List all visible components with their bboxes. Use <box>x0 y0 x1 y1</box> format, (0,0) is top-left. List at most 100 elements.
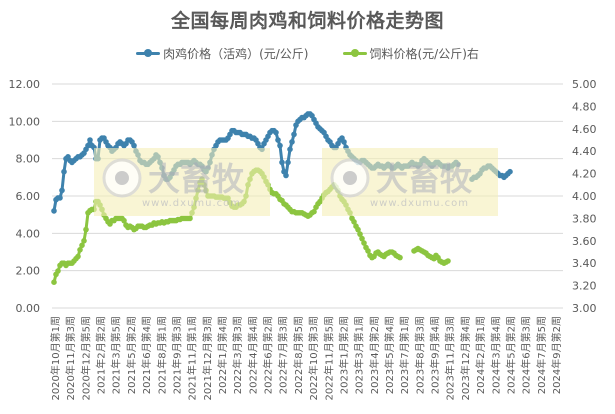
x-axis-tick: 2021年9月第3周 <box>171 316 184 394</box>
data-point[interactable] <box>131 142 137 149</box>
x-axis-tick: 2020年10月第1周 <box>49 316 62 401</box>
x-axis-tick: 2023年8月第3周 <box>413 316 426 394</box>
data-point[interactable] <box>341 139 347 145</box>
data-point[interactable] <box>85 142 91 149</box>
x-axis-tick: 2023年4月第2周 <box>368 316 381 394</box>
y-axis-right-tick: 3.20 <box>572 280 597 293</box>
x-axis-tick: 2023年1月第2周 <box>338 316 351 394</box>
chart-legend: 肉鸡价格（活鸡）(元/公斤) 饲料价格(元/公斤)右 <box>0 45 615 62</box>
x-axis-tick: 2021年2月第2周 <box>95 316 108 394</box>
data-point[interactable] <box>57 195 63 201</box>
y-axis-right-tick: 4.80 <box>572 100 597 113</box>
x-axis-tick: 2022年1月第4周 <box>216 316 229 394</box>
y-axis-right-tick: 4.60 <box>572 123 597 136</box>
data-point[interactable] <box>83 226 89 233</box>
x-axis-tick: 2022年8月第5周 <box>292 316 305 394</box>
watermark-url: www.dxumu.com <box>370 198 469 209</box>
x-axis-tick: 2024年5月第2周 <box>505 316 518 394</box>
x-axis-tick: 2021年3月第5周 <box>110 316 123 394</box>
data-point[interactable] <box>87 137 93 143</box>
data-point[interactable] <box>279 159 285 166</box>
data-point[interactable] <box>351 219 357 225</box>
data-point[interactable] <box>187 215 193 222</box>
legend-line-marker-icon <box>136 49 161 57</box>
y-axis-right-tick: 3.80 <box>572 212 597 225</box>
legend-label: 肉鸡价格（活鸡）(元/公斤) <box>163 47 309 61</box>
watermark-brand: 大畜牧 <box>376 160 473 198</box>
watermark-url: www.dxumu.com <box>142 198 241 209</box>
y-axis-left-tick: 2.00 <box>16 265 41 278</box>
x-axis-tick: 2023年3月第1周 <box>353 316 366 394</box>
data-point[interactable] <box>273 129 279 136</box>
data-point[interactable] <box>397 254 403 261</box>
x-axis-tick: 2022年11月第5周 <box>322 316 335 401</box>
x-axis-tick: 2022年10月第3周 <box>307 316 320 401</box>
x-axis-tick: 2021年5月第2周 <box>125 316 138 394</box>
x-axis-tick: 2021年8月第1周 <box>155 316 168 394</box>
data-point[interactable] <box>61 168 67 175</box>
data-point[interactable] <box>55 268 61 274</box>
data-point[interactable] <box>75 253 81 260</box>
data-point[interactable] <box>291 131 297 138</box>
y-axis-left-tick: 12.00 <box>9 78 41 91</box>
legend-line-marker-icon <box>342 49 367 57</box>
data-point[interactable] <box>121 217 127 224</box>
data-point[interactable] <box>79 242 85 249</box>
x-axis-tick: 2022年4月第4周 <box>246 316 259 394</box>
data-point[interactable] <box>51 279 57 286</box>
data-point[interactable] <box>81 238 87 244</box>
data-point[interactable] <box>283 172 289 179</box>
data-point[interactable] <box>507 168 513 175</box>
x-axis-tick: 2020年11月第3周 <box>64 316 77 401</box>
data-point[interactable] <box>277 142 283 149</box>
y-axis-left-tick: 4.00 <box>16 227 41 240</box>
x-axis-tick: 2024年6月第3周 <box>520 316 533 394</box>
x-axis-tick: 2022年6月第2周 <box>262 316 275 394</box>
y-axis-right-tick: 4.20 <box>572 168 597 181</box>
x-axis-tick: 2023年9月第4周 <box>429 316 442 394</box>
data-point[interactable] <box>311 208 317 215</box>
data-point[interactable] <box>365 248 371 254</box>
data-point[interactable] <box>77 247 83 253</box>
y-axis-right-tick: 3.00 <box>572 302 597 315</box>
data-point[interactable] <box>357 231 363 237</box>
x-axis-tick: 2023年11月第3周 <box>444 316 457 401</box>
data-point[interactable] <box>289 139 295 145</box>
x-axis-tick: 2023年5月第4周 <box>383 316 396 394</box>
data-point[interactable] <box>359 235 365 242</box>
y-axis-right-tick: 4.40 <box>572 145 597 158</box>
y-axis-right-tick: 3.60 <box>572 235 597 248</box>
x-axis-tick: 2024年7月第5周 <box>535 316 548 394</box>
data-point[interactable] <box>59 187 65 194</box>
legend-item-chicken-price[interactable]: 肉鸡价格（活鸡）(元/公斤) <box>136 45 309 62</box>
y-axis-right-tick: 5.00 <box>572 78 597 91</box>
x-axis-tick: 2020年12月第5周 <box>79 316 92 401</box>
x-axis-tick: 2021年12月第3周 <box>201 316 214 401</box>
x-axis-tick: 2022年3月第3周 <box>231 316 244 394</box>
y-axis-right-tick: 4.00 <box>572 190 597 203</box>
x-axis-tick: 2024年2月第1周 <box>474 316 487 394</box>
x-axis-tick: 2022年7月第3周 <box>277 316 290 394</box>
legend-item-feed-price[interactable]: 饲料价格(元/公斤)右 <box>342 45 479 62</box>
y-axis-right-tick: 3.40 <box>572 257 597 270</box>
data-point[interactable] <box>51 208 57 214</box>
data-point[interactable] <box>275 137 281 143</box>
y-axis-left-tick: 10.00 <box>9 115 41 128</box>
legend-label: 饲料价格(元/公斤)右 <box>369 47 479 61</box>
x-axis-tick: 2024年3月第4周 <box>489 316 502 394</box>
y-axis-left-tick: 8.00 <box>16 153 41 166</box>
data-point[interactable] <box>285 159 291 166</box>
y-axis-left-tick: 0.00 <box>16 302 41 315</box>
chart-title: 全国每周肉鸡和饲料价格走势图 <box>170 10 444 32</box>
x-axis-tick: 2024年9月第2周 <box>550 316 563 394</box>
data-point[interactable] <box>361 240 367 246</box>
x-axis-tick: 2021年11月第1周 <box>186 316 199 401</box>
watermark-brand: 大畜牧 <box>148 160 245 198</box>
data-point[interactable] <box>355 226 361 233</box>
data-point[interactable] <box>287 146 293 153</box>
data-point[interactable] <box>445 258 451 264</box>
